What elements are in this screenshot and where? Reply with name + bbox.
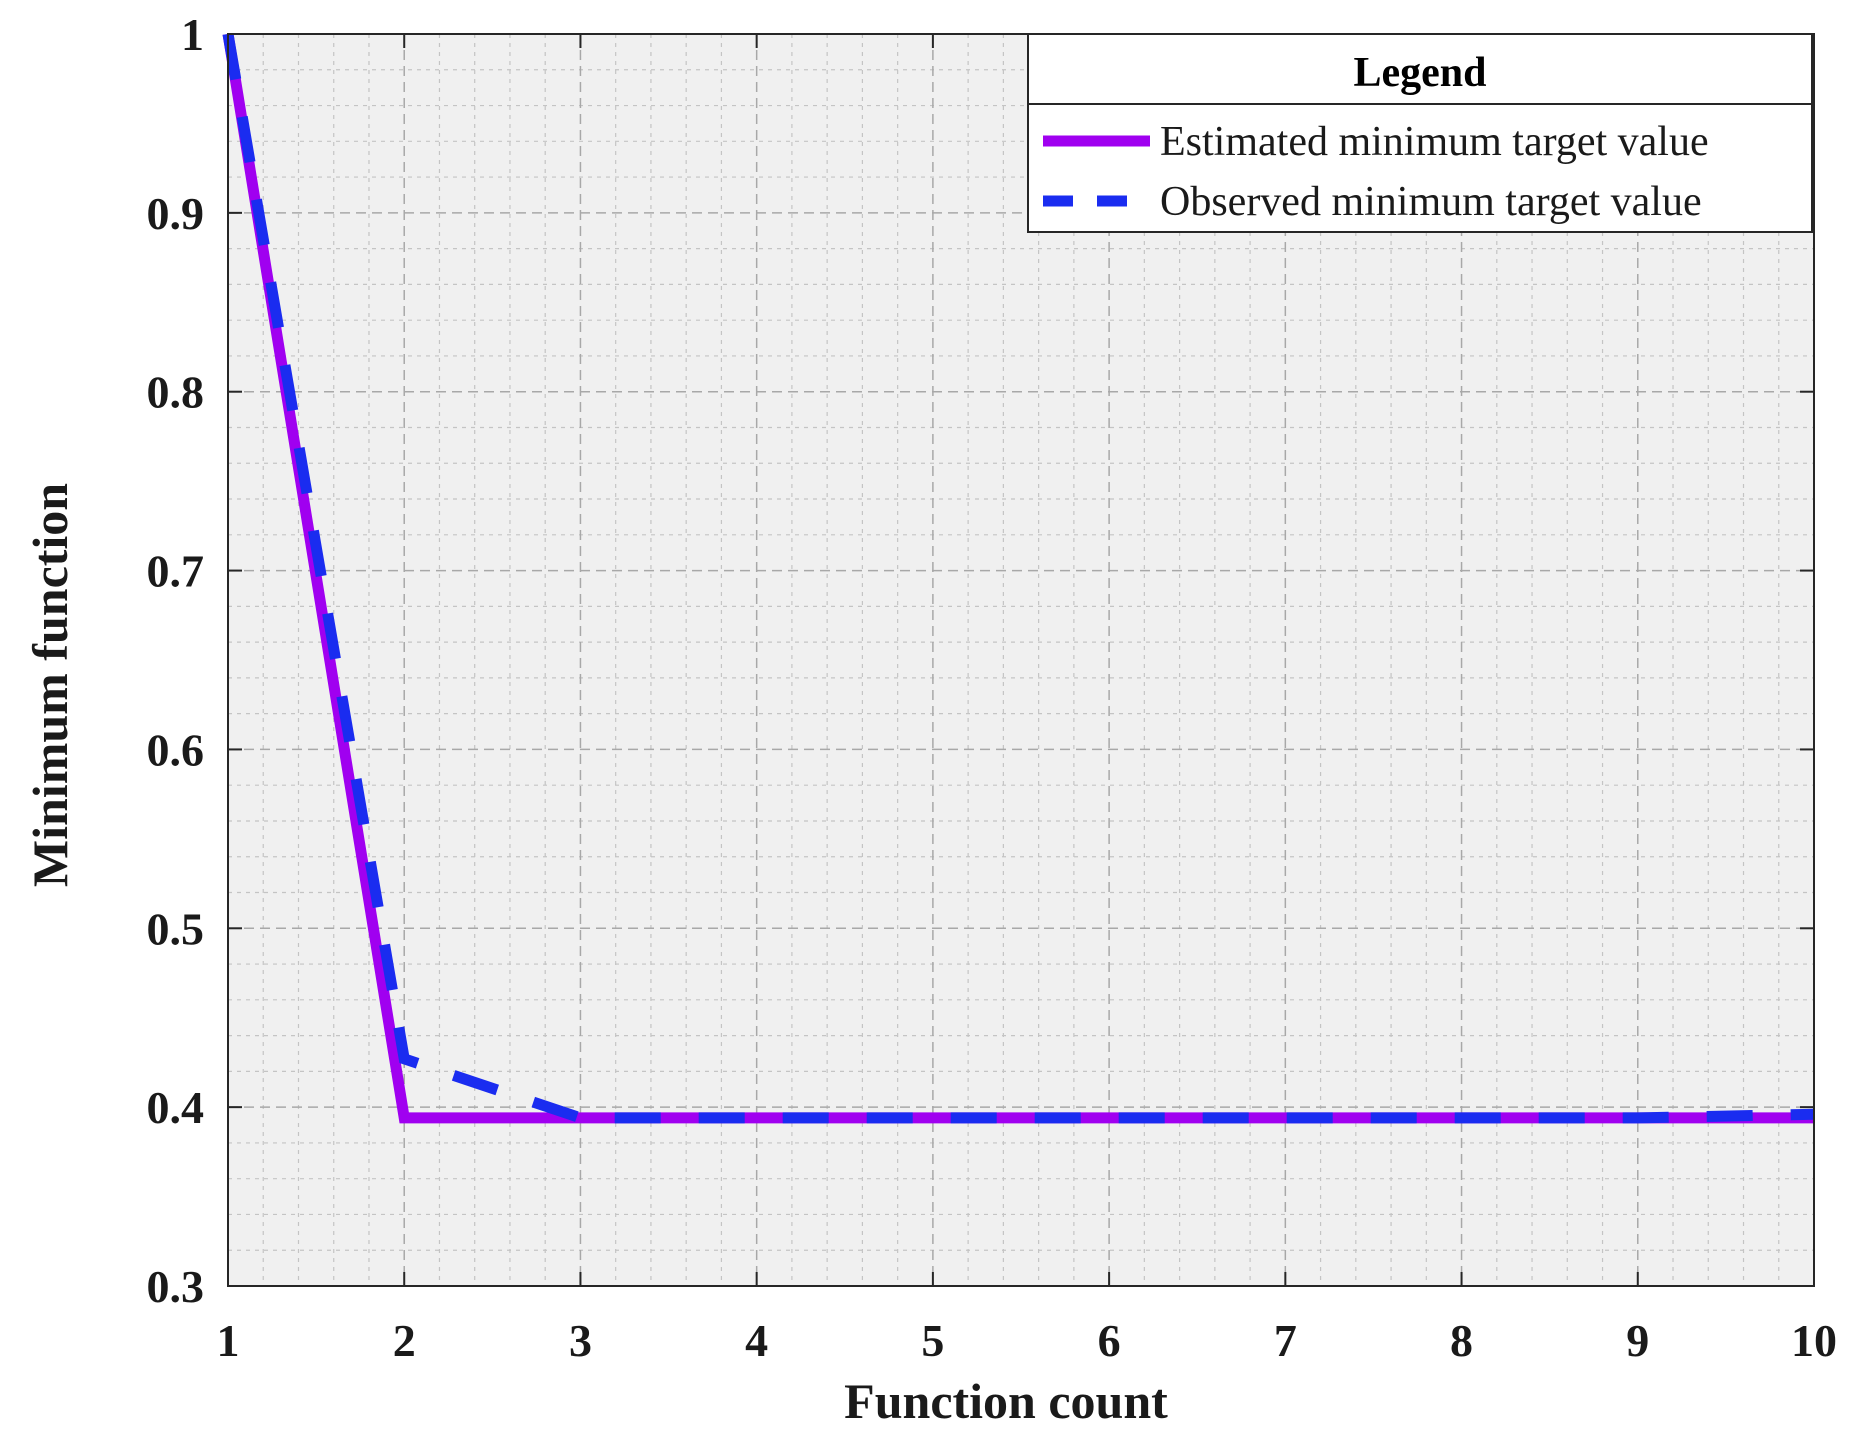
legend-label-estimated: Estimated minimum target value — [1160, 119, 1709, 165]
plot-background — [228, 34, 1814, 1286]
plot-frame — [227, 33, 1815, 1287]
legend-box — [1027, 33, 1813, 233]
x-tick-label: 1 — [217, 1315, 240, 1366]
x-tick-label: 6 — [1098, 1315, 1121, 1366]
x-tick-label: 8 — [1450, 1315, 1473, 1366]
x-tick-label: 5 — [921, 1315, 944, 1366]
legend-title: Legend — [1353, 50, 1486, 96]
y-tick-label: 0.4 — [147, 1082, 205, 1133]
y-axis-title: Minimum function — [22, 483, 78, 887]
x-tick-label: 2 — [393, 1315, 416, 1366]
y-tick-label: 0.8 — [147, 367, 205, 418]
minor-grid — [228, 34, 1814, 1286]
x-tick-label: 9 — [1626, 1315, 1649, 1366]
y-tick-label: 0.3 — [147, 1261, 205, 1312]
x-tick-label: 10 — [1791, 1315, 1837, 1366]
y-tick-label: 0.7 — [147, 546, 205, 597]
y-tick-label: 0.5 — [147, 903, 205, 954]
series-layer — [222, 33, 1815, 1124]
y-tick-label: 1 — [181, 9, 204, 60]
legend-label-observed: Observed minimum target value — [1160, 179, 1702, 225]
y-tick-label: 0.6 — [147, 724, 205, 775]
x-tick-label: 3 — [569, 1315, 592, 1366]
series-line-observed — [222, 33, 1815, 1124]
legend: Legend Estimated minimum target value Ob… — [1027, 33, 1813, 233]
x-tick-label: 4 — [745, 1315, 768, 1366]
x-tick-labels: 1 2 3 4 5 6 7 8 9 10 — [217, 1315, 1838, 1366]
x-tick-label: 7 — [1274, 1315, 1297, 1366]
y-tick-label: 0.9 — [147, 188, 205, 239]
y-tick-labels: 0.3 0.4 0.5 0.6 0.7 0.8 0.9 1 — [147, 9, 205, 1312]
x-axis-title: Function count — [844, 1373, 1168, 1429]
